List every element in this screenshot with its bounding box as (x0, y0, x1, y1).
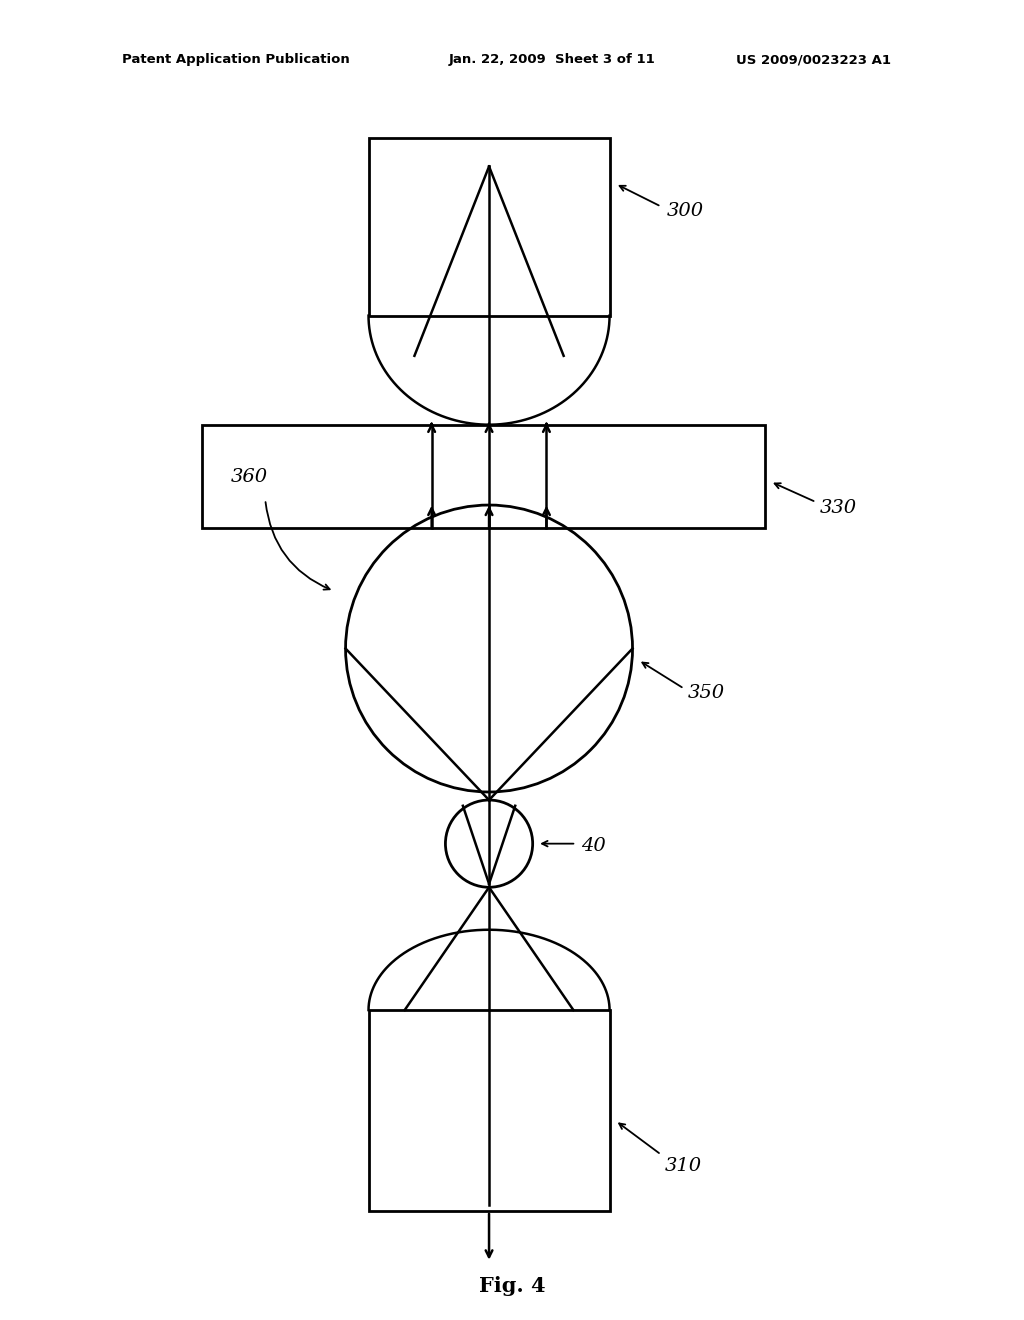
Text: US 2009/0023223 A1: US 2009/0023223 A1 (736, 53, 891, 66)
Bar (369, 137, 609, 315)
Text: Fig. 4: Fig. 4 (478, 1275, 546, 1295)
Text: 360: 360 (230, 469, 268, 486)
Text: 300: 300 (667, 202, 705, 220)
Text: 330: 330 (819, 499, 857, 516)
Text: 310: 310 (665, 1156, 701, 1175)
Text: 40: 40 (581, 837, 605, 854)
Text: 350: 350 (688, 684, 725, 702)
Bar (202, 425, 765, 528)
Text: Patent Application Publication: Patent Application Publication (122, 53, 349, 66)
Text: Jan. 22, 2009  Sheet 3 of 11: Jan. 22, 2009 Sheet 3 of 11 (449, 53, 655, 66)
Bar (369, 1010, 609, 1210)
